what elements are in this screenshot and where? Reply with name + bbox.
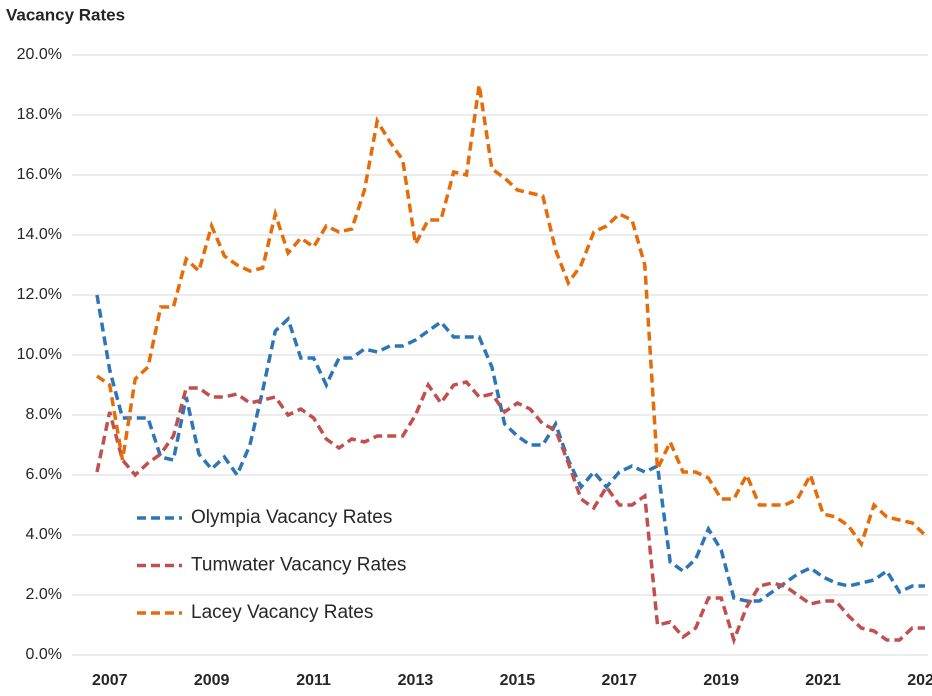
y-tick-label: 12.0% [17, 286, 62, 303]
y-tick-label: 4.0% [26, 526, 62, 543]
line-series [95, 294, 925, 603]
x-tick-label: 2015 [500, 672, 536, 689]
y-tick-label: 8.0% [26, 406, 62, 423]
x-tick-label: 2013 [398, 672, 434, 689]
y-tick-label: 18.0% [17, 106, 62, 123]
legend-label: Tumwater Vacancy Rates [191, 555, 406, 576]
x-tick-label: 2007 [92, 672, 128, 689]
y-tick-label: 20.0% [17, 46, 62, 63]
y-tick-label: 16.0% [17, 166, 62, 183]
y-tick-label: 2.0% [26, 586, 62, 603]
x-tick-label: 2023 [907, 672, 932, 689]
chart-title: Vacancy Rates [6, 5, 125, 24]
y-tick-label: 0.0% [26, 646, 62, 663]
x-tick-label: 2019 [703, 672, 739, 689]
legend-label: Lacey Vacancy Rates [191, 602, 373, 623]
x-tick-label: 2011 [296, 672, 331, 689]
x-tick-label: 2021 [805, 672, 841, 689]
line-series [95, 84, 927, 548]
x-tick-label: 2017 [601, 672, 637, 689]
y-tick-label: 14.0% [17, 226, 62, 243]
y-tick-label: 10.0% [17, 346, 62, 363]
y-tick-label: 6.0% [26, 466, 62, 483]
legend-label: Olympia Vacancy Rates [191, 507, 392, 528]
line-series [95, 380, 925, 646]
x-tick-label: 2009 [194, 672, 230, 689]
